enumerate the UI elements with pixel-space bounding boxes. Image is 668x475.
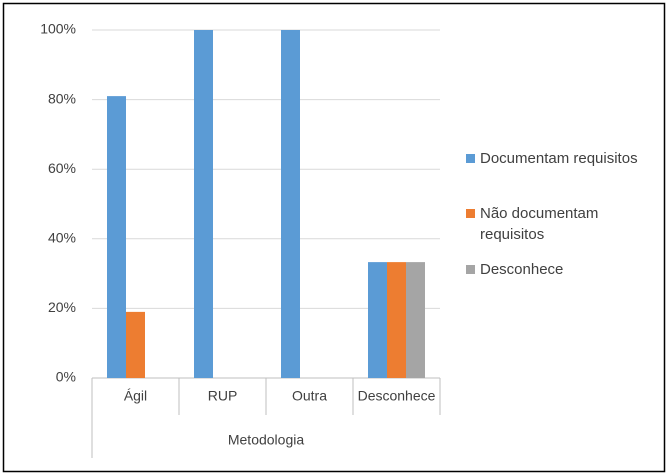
bar	[406, 262, 425, 378]
x-tick-label: Ágil	[124, 388, 147, 404]
y-tick-label: 20%	[48, 299, 76, 315]
bar	[126, 311, 145, 378]
legend-swatch	[466, 209, 475, 218]
x-axis-title: Metodologia	[228, 432, 304, 448]
x-tick-label: Outra	[292, 388, 327, 404]
x-tick-label: RUP	[208, 388, 238, 404]
legend-swatch	[466, 265, 475, 274]
bar	[281, 30, 300, 378]
legend-item: Desconhece	[466, 259, 656, 280]
y-tick-label: 60%	[48, 160, 76, 176]
y-tick-label: 80%	[48, 90, 76, 106]
y-tick-label: 0%	[56, 369, 76, 385]
bar	[387, 262, 406, 378]
legend-label: Não documentam requisitos	[480, 205, 599, 243]
bar	[368, 262, 387, 378]
legend-item: Não documentam requisitos	[466, 203, 656, 245]
legend-label: Desconhece	[480, 261, 564, 278]
legend: Documentam requisitos Não documentam requ…	[466, 148, 656, 294]
bar	[194, 30, 213, 378]
y-tick-label: 100%	[40, 21, 76, 37]
legend-item: Documentam requisitos	[466, 148, 656, 169]
bar	[107, 96, 126, 379]
legend-swatch	[466, 154, 475, 163]
x-tick-label: Desconhece	[358, 388, 436, 404]
y-tick-label: 40%	[48, 230, 76, 246]
legend-label: Documentam requisitos	[480, 150, 638, 167]
